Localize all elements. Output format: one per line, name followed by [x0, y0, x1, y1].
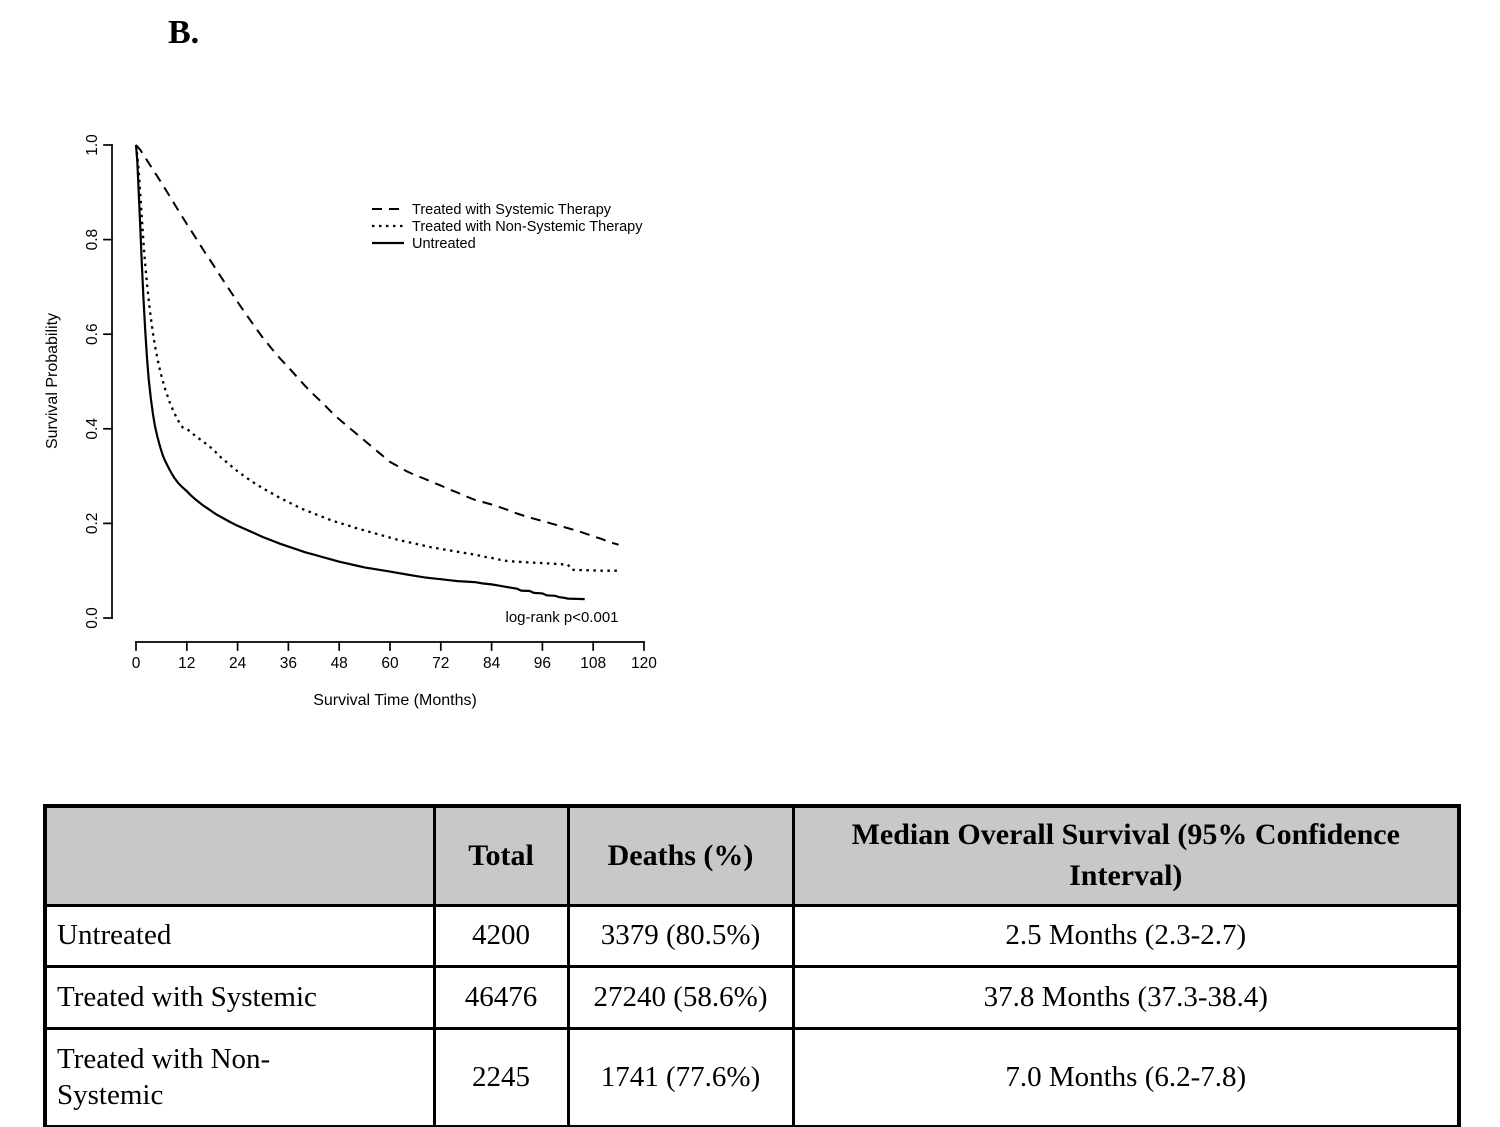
x-tick-label: 24 — [229, 655, 247, 672]
x-tick-label: 84 — [483, 655, 501, 672]
y-tick-label: 0.6 — [84, 323, 101, 345]
header-median-os: Median Overall Survival (95% Confidence … — [791, 804, 1461, 907]
x-axis-title: Survival Time (Months) — [313, 692, 477, 709]
y-tick-label: 1.0 — [84, 134, 101, 156]
deaths-cell: 3379 (80.5%) — [566, 903, 795, 968]
header-group — [43, 804, 436, 907]
deaths-cell: 1741 (77.6%) — [566, 1026, 795, 1127]
row-label: Treated with Non- Systemic — [43, 1026, 436, 1127]
x-tick-label: 96 — [534, 655, 551, 672]
total-cell: 4200 — [432, 903, 570, 968]
x-tick-label: 0 — [132, 655, 141, 672]
total-cell: 46476 — [432, 964, 570, 1030]
median-os-cell: 37.8 Months (37.3-38.4) — [791, 964, 1461, 1030]
curve-solid — [134, 144, 585, 601]
median-os-cell: 7.0 Months (6.2-7.8) — [791, 1026, 1461, 1127]
x-tick-label: 120 — [631, 655, 657, 672]
table-row-untreated: Untreated 4200 3379 (80.5%) 2.5 Months (… — [43, 903, 1461, 968]
x-tick-label: 36 — [280, 655, 297, 672]
x-tick-label: 72 — [432, 655, 449, 672]
header-total: Total — [432, 804, 570, 907]
y-tick-label: 0.2 — [84, 513, 101, 535]
survival-summary-table: Total Deaths (%) Median Overall Survival… — [43, 804, 1461, 1127]
table-header-row: Total Deaths (%) Median Overall Survival… — [43, 804, 1461, 907]
y-axis-title: Survival Probability — [44, 313, 61, 449]
x-tick-label: 108 — [580, 655, 606, 672]
y-tick-label: 0.4 — [84, 418, 101, 440]
total-cell: 2245 — [432, 1026, 570, 1127]
curve-dotted — [134, 144, 619, 572]
legend-label: Untreated — [412, 236, 476, 252]
deaths-cell: 27240 (58.6%) — [566, 964, 795, 1030]
row-label: Treated with Systemic — [43, 964, 436, 1030]
median-os-cell: 2.5 Months (2.3-2.7) — [791, 903, 1461, 968]
y-tick-label: 0.8 — [84, 229, 101, 251]
kaplan-meier-chart: 0.0 0.2 0.4 0.6 0.8 1.0 0 12 24 36 48 60 72 84 96 108 12… — [44, 134, 657, 709]
log-rank-annotation: log-rank p<0.001 — [506, 609, 619, 626]
x-tick-label: 48 — [331, 655, 348, 672]
legend-label: Treated with Non-Systemic Therapy — [412, 219, 643, 235]
x-tick-label: 60 — [381, 655, 399, 672]
header-deaths: Deaths (%) — [566, 804, 795, 907]
legend-label: Treated with Systemic Therapy — [412, 202, 612, 218]
y-tick-label: 0.0 — [84, 607, 101, 629]
table-row-systemic: Treated with Systemic 46476 27240 (58.6%… — [43, 964, 1461, 1030]
panel-label: B. — [168, 14, 200, 51]
table-row-non-systemic: Treated with Non- Systemic 2245 1741 (77… — [43, 1026, 1461, 1127]
curve-dashed — [135, 144, 619, 546]
row-label: Untreated — [43, 903, 436, 968]
x-tick-label: 12 — [178, 655, 195, 672]
